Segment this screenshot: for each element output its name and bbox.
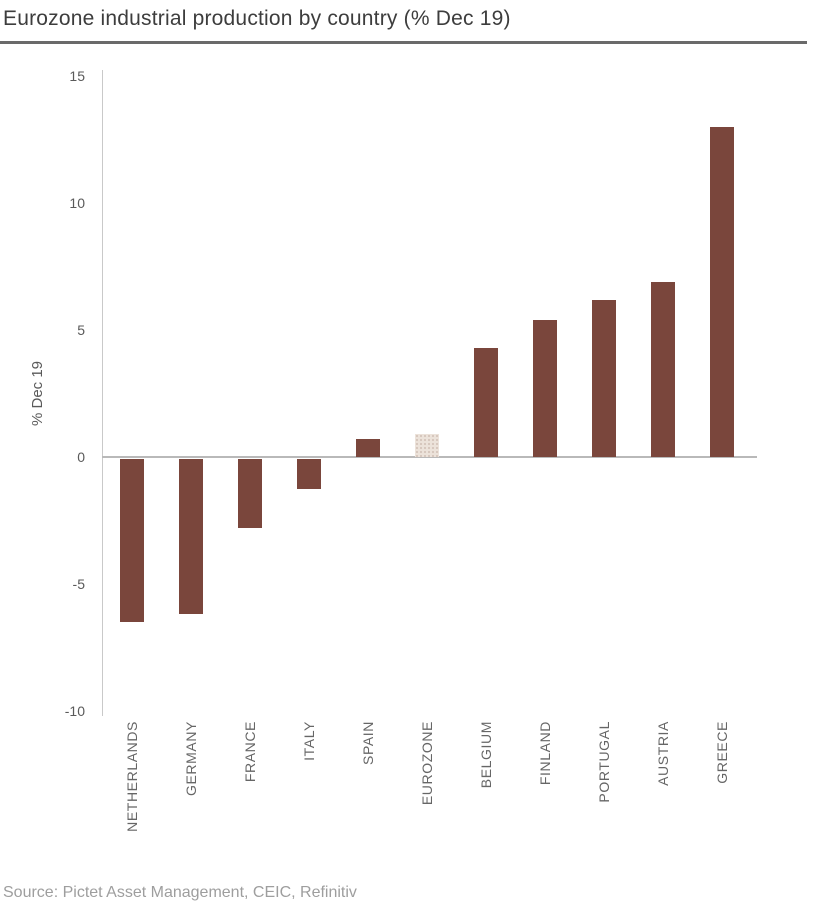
title-rule (0, 41, 807, 44)
y-tick-label: -5 (72, 576, 85, 592)
bar-portugal (592, 299, 616, 457)
x-label-france: FRANCE (242, 721, 258, 783)
x-label-italy: ITALY (301, 721, 317, 761)
x-label-netherlands: NETHERLANDS (124, 721, 140, 832)
bar-eurozone (415, 434, 439, 457)
bar-germany (179, 459, 203, 614)
y-axis-label: % Dec 19 (28, 323, 48, 463)
bar-italy (297, 459, 321, 490)
bar-belgium (474, 347, 498, 457)
x-label-finland: FINLAND (537, 721, 553, 786)
bar-finland (533, 319, 557, 457)
x-label-greece: GREECE (714, 721, 730, 784)
y-tick-label: 15 (69, 68, 85, 84)
source-caption: Source: Pictet Asset Management, CEIC, R… (3, 884, 357, 901)
x-label-portugal: PORTUGAL (596, 721, 612, 803)
x-label-austria: AUSTRIA (655, 721, 671, 786)
bar-spain (356, 439, 380, 457)
y-tick-label: 0 (77, 449, 85, 465)
bar-austria (651, 281, 675, 457)
bar-greece (710, 126, 734, 457)
chart-title: Eurozone industrial production by countr… (3, 7, 511, 30)
y-tick-label: 10 (69, 195, 85, 211)
bar-chart-plot: % Dec 19 15 10 5 0 -5 -10 NETHERLANDS GERMANY FR… (28, 68, 757, 832)
x-label-belgium: BELGIUM (478, 721, 494, 789)
x-label-spain: SPAIN (360, 721, 376, 765)
bar-netherlands (120, 459, 144, 622)
y-tick-label: -10 (64, 703, 85, 719)
y-axis-label-text: % Dec 19 (29, 360, 47, 426)
bar-france (238, 459, 262, 528)
x-label-eurozone: EUROZONE (419, 721, 435, 806)
x-label-germany: GERMANY (183, 721, 199, 796)
y-axis-line (102, 70, 103, 716)
zero-baseline (102, 456, 757, 458)
y-tick-label: 5 (77, 322, 85, 338)
